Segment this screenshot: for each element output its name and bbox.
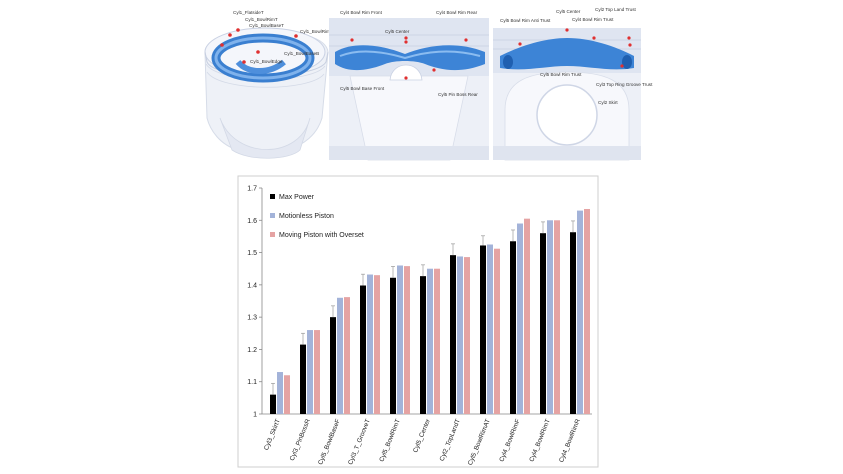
bar <box>510 241 516 414</box>
bar <box>570 232 576 414</box>
bar <box>300 344 306 414</box>
legend-swatch <box>270 232 275 237</box>
bar <box>277 372 283 414</box>
bar <box>524 218 530 414</box>
mid-label-5: Cyl5 Pin Boss Rear <box>438 92 478 97</box>
bar <box>457 256 463 414</box>
legend-label: Moving Piston with Overset <box>279 232 364 239</box>
mid-label-1: Cyl4 Bowl Rim Front <box>340 10 383 15</box>
right-label-6: Cyl3 Top Ring Groove Trust <box>596 82 653 87</box>
legend-swatch <box>270 213 275 218</box>
chart-frame <box>237 175 599 468</box>
iso-label-2: Cyl1_BowlRimT <box>245 17 278 22</box>
mid-label-4: Cyl5 Bowl Base Front <box>340 86 385 91</box>
bar <box>554 220 560 414</box>
right-label-1: Cyl5 Bowl Rim Anti Trust <box>500 18 551 23</box>
y-tick-label: 1.6 <box>247 218 257 225</box>
iso-label-1: Cyl1_FlatsideT <box>233 10 264 15</box>
bar <box>420 276 426 414</box>
piston-section-middle <box>329 18 489 161</box>
right-label-2: Cyl5 Center <box>556 9 581 14</box>
right-label-4: Cyl4 Bowl Rim Trust <box>572 17 614 22</box>
mid-label-2: Cyl4 Bowl Rim Rear <box>436 10 478 15</box>
y-tick-label: 1.4 <box>247 282 257 289</box>
y-tick-label: 1.3 <box>247 315 257 322</box>
legend-swatch <box>270 194 275 199</box>
bar <box>284 375 290 414</box>
bar <box>367 274 373 414</box>
mid-label-3: Cyl5 Center <box>385 29 410 34</box>
right-label-6a: Cyl3 Top Ring Groove Trust <box>596 82 653 87</box>
bar <box>344 297 350 414</box>
bar <box>337 297 343 414</box>
bar <box>360 285 366 414</box>
bar <box>427 268 433 414</box>
bar <box>480 245 486 414</box>
bar <box>547 220 553 414</box>
bar <box>517 223 523 414</box>
bar <box>584 208 590 414</box>
right-label-7: Cyl2 Skirt <box>598 100 618 105</box>
bar <box>270 394 276 414</box>
bar <box>464 257 470 414</box>
bar <box>330 317 336 414</box>
iso-label-6: Cyl1_BowlEdge <box>250 59 283 64</box>
right-label-5: Cyl5 Bowl Rim Trust <box>540 72 582 77</box>
iso-label-3: Cyl1_BowlBaseT <box>249 23 284 28</box>
bar <box>577 210 583 414</box>
bar <box>314 330 320 414</box>
legend-label: Max Power <box>279 194 315 201</box>
bar <box>434 268 440 414</box>
piston-iso-view <box>204 27 329 159</box>
y-tick-label: 1.7 <box>247 186 257 193</box>
right-label-3: Cyl2 Top Land Trust <box>595 7 636 12</box>
bar <box>404 266 410 414</box>
piston-section-right <box>493 28 641 161</box>
iso-label-4: Cyl1_BowlRimB <box>300 29 333 34</box>
bar <box>374 275 380 414</box>
bar <box>390 277 396 414</box>
bar <box>494 248 500 414</box>
y-tick-label: 1.2 <box>247 347 257 354</box>
y-tick-label: 1 <box>253 412 257 419</box>
bar <box>450 255 456 414</box>
iso-label-5: Cyl1_BowlBaseB <box>284 51 319 56</box>
bar <box>397 265 403 414</box>
legend-label: Motionless Piston <box>279 213 334 220</box>
bar <box>540 233 546 414</box>
y-tick-label: 1.5 <box>247 250 257 257</box>
bar <box>307 330 313 414</box>
y-tick-label: 1.1 <box>247 379 257 386</box>
bar <box>487 244 493 414</box>
